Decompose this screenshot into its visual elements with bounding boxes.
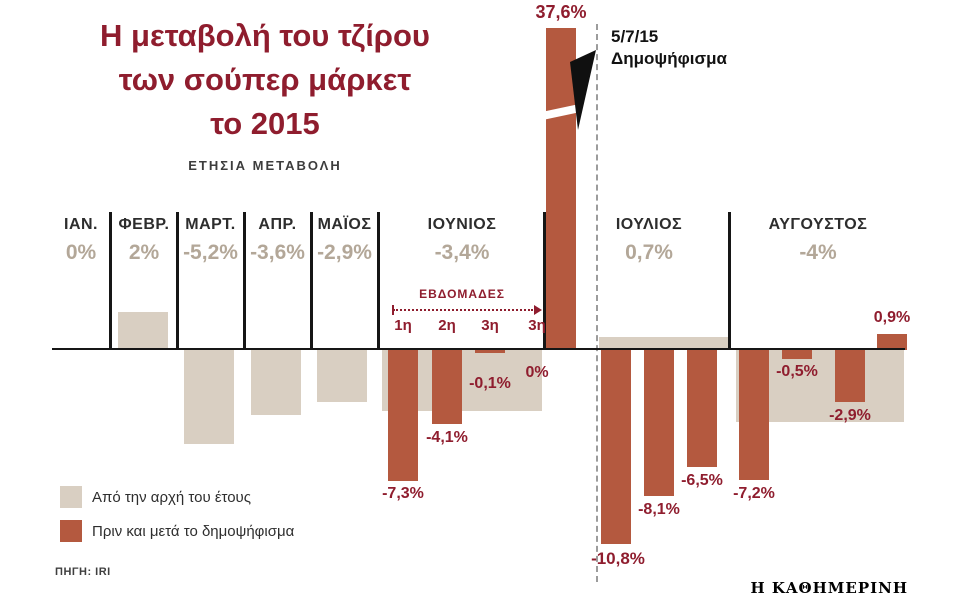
- month-value: -3,6%: [250, 241, 305, 264]
- newspaper-logo: Η ΚΑΘΗΜΕΡΙΝΗ: [750, 579, 908, 597]
- legend-swatch-referendum: [60, 520, 82, 542]
- chart-title: Η μεταβολή του τζίρου των σούπερ μάρκετ …: [40, 14, 490, 174]
- bar-value-label: -0,5%: [776, 363, 818, 380]
- source-note: ΠΗΓΗ: IRI: [55, 566, 111, 578]
- month-name: ΦΕΒΡ.: [118, 216, 170, 233]
- month-name: ΑΥΓΟΥΣΤΟΣ: [768, 216, 868, 233]
- legend-label-referendum: Πριν και μετά το δημοψήφισμα: [92, 523, 295, 540]
- bar-aug-week3: [835, 350, 865, 402]
- bar-value-label: -7,3%: [382, 485, 424, 502]
- bar-july-week3: [687, 350, 717, 467]
- month-separator: [310, 212, 313, 350]
- weeks-dotted-line: [393, 309, 533, 311]
- bar-value-label: 37,6%: [535, 2, 587, 22]
- title-line-3: το 2015: [210, 106, 320, 141]
- bar-aug-week4: [877, 334, 907, 350]
- bar-value-label: -6,5%: [681, 472, 723, 489]
- month-value: -4%: [799, 241, 837, 264]
- bar-july-week2: [644, 350, 674, 496]
- bar-aug-week1: [739, 350, 769, 480]
- month-value: 0%: [65, 241, 97, 264]
- bar-referendum-spike: [546, 28, 576, 348]
- month-name: ΜΑΡΤ.: [185, 216, 236, 233]
- referendum-label: Δημοψήφισμα: [611, 49, 727, 68]
- title-line-1: Η μεταβολή του τζίρου: [100, 18, 430, 53]
- month-separator: [109, 212, 112, 350]
- bar-value-label: 0,9%: [873, 309, 911, 326]
- week-label-3: 3η: [481, 317, 499, 334]
- bar-may-ytd: [317, 350, 367, 402]
- bar-value-label: 0%: [525, 364, 549, 381]
- month-value: 0,7%: [625, 241, 673, 264]
- bar-value-label: -0,1%: [469, 375, 511, 392]
- month-jan: ΙΑΝ. 0%: [52, 216, 110, 265]
- bar-value-label: -10,8%: [591, 549, 645, 568]
- bar-feb-ytd: [118, 312, 168, 348]
- month-value: -3,4%: [434, 241, 490, 264]
- month-separator: [728, 212, 731, 350]
- weeks-header: ΕΒΔΟΜΑΔΕΣ: [419, 287, 505, 301]
- bar-june-week1: [388, 350, 418, 481]
- bar-june-week2: [432, 350, 462, 424]
- week-label-2: 2η: [438, 317, 456, 334]
- week-label-4: 3η: [528, 317, 546, 334]
- month-name: ΑΠΡ.: [258, 216, 297, 233]
- month-name: ΙΟΥΝΙΟΣ: [427, 216, 497, 233]
- month-name: ΙΟΥΛΙΟΣ: [615, 216, 683, 233]
- bar-july-week1: [601, 350, 631, 544]
- month-feb: ΦΕΒΡ. 2%: [112, 216, 176, 265]
- referendum-date: 5/7/15: [611, 27, 659, 46]
- month-separator: [243, 212, 246, 350]
- month-jul: ΙΟΥΛΙΟΣ 0,7%: [599, 216, 699, 265]
- month-name: ΜΑΪΟΣ: [317, 216, 372, 233]
- bar-value-label: -2,9%: [829, 407, 871, 424]
- month-may: ΜΑΪΟΣ -2,9%: [312, 216, 377, 265]
- month-mar: ΜΑΡΤ. -5,2%: [178, 216, 243, 265]
- week-label-1: 1η: [394, 317, 412, 334]
- bar-jul-ytd: [599, 337, 728, 350]
- legend-label-ytd: Από την αρχή του έτους: [92, 489, 251, 506]
- month-separator: [377, 212, 380, 350]
- chart-subtitle: ΕΤΗΣΙΑ ΜΕΤΑΒΟΛΗ: [188, 158, 342, 173]
- bar-value-label: -8,1%: [638, 501, 680, 518]
- month-separator: [176, 212, 179, 350]
- month-aug: ΑΥΓΟΥΣΤΟΣ -4%: [732, 216, 904, 265]
- bar-aug-week2: [782, 350, 812, 359]
- month-value: -5,2%: [183, 241, 238, 264]
- legend-swatch-ytd: [60, 486, 82, 508]
- month-value: -2,9%: [317, 241, 372, 264]
- title-line-2: των σούπερ μάρκετ: [118, 62, 412, 97]
- weeks-arrow-icon: [534, 305, 542, 315]
- month-name: ΙΑΝ.: [64, 216, 98, 233]
- month-separator: [543, 212, 546, 350]
- zero-baseline: [52, 348, 905, 350]
- truncation-flag-icon: [570, 50, 596, 130]
- referendum-dashed-line: [596, 24, 598, 582]
- bar-june-week3: [475, 350, 505, 353]
- month-apr: ΑΠΡ. -3,6%: [245, 216, 310, 265]
- bar-value-label: -7,2%: [733, 485, 775, 502]
- bar-apr-ytd: [251, 350, 301, 415]
- bar-mar-ytd: [184, 350, 234, 444]
- month-value: 2%: [128, 241, 160, 264]
- bar-value-label: -4,1%: [426, 429, 468, 446]
- month-jun: ΙΟΥΝΙΟΣ -3,4%: [379, 216, 545, 265]
